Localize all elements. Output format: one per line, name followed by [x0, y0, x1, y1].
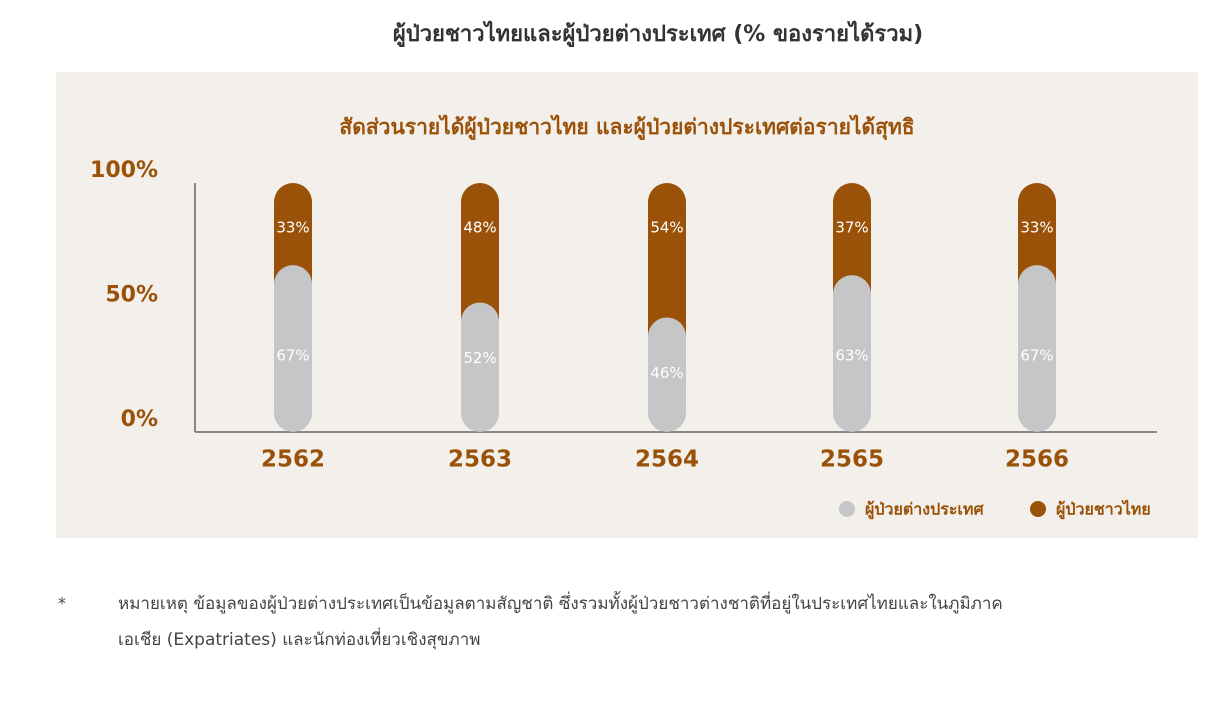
x-tick-label: 2562 [261, 447, 325, 473]
x-tick-label: 2565 [820, 447, 884, 473]
bar-segment [648, 317, 686, 432]
x-tick-label: 2564 [635, 447, 699, 473]
value-label: 33% [1020, 219, 1053, 237]
footnote-marker: * [58, 594, 66, 613]
y-tick-label: 100% [90, 158, 158, 183]
page-title: ผู้ป่วยชาวไทยและผู้ป่วยต่างประเทศ (% ของ… [393, 20, 923, 48]
bar-segment [648, 183, 686, 356]
chart-title: สัดส่วนรายได้ผู้ป่วยชาวไทย และผู้ป่วยต่า… [339, 114, 914, 141]
value-label: 48% [463, 219, 496, 237]
value-label: 67% [276, 347, 309, 365]
footnote-line: เอเชีย (Expatriates) และนักท่องเที่ยวเชิ… [118, 627, 480, 650]
bar-segment [274, 265, 312, 432]
legend-marker [1030, 501, 1046, 517]
value-label: 52% [463, 349, 496, 367]
x-tick-label: 2563 [448, 447, 512, 473]
footnote-line: หมายเหตุ ข้อมูลของผู้ป่วยต่างประเทศเป็นข… [118, 591, 1003, 614]
chart: 0% 50% 100% 2562 67% 33% 2563 52% 48% 2564 46% 54% 2… [90, 158, 1157, 521]
bar-segment [461, 302, 499, 432]
chart-panel [56, 72, 1198, 538]
y-tick-label: 50% [105, 283, 158, 308]
legend-marker [839, 501, 855, 517]
bar-segment [461, 183, 499, 341]
value-label: 67% [1020, 347, 1053, 365]
value-label: 63% [835, 347, 868, 365]
value-label: 33% [276, 219, 309, 237]
value-label: 54% [650, 219, 683, 237]
y-tick-label: 0% [121, 407, 158, 432]
value-label: 46% [650, 364, 683, 382]
bar-segment [833, 275, 871, 432]
x-tick-label: 2566 [1005, 447, 1069, 473]
legend-label: ผู้ป่วยต่างประเทศ [865, 500, 984, 521]
value-label: 37% [835, 219, 868, 237]
bar-segment [1018, 265, 1056, 432]
legend-label: ผู้ป่วยชาวไทย [1056, 500, 1151, 521]
